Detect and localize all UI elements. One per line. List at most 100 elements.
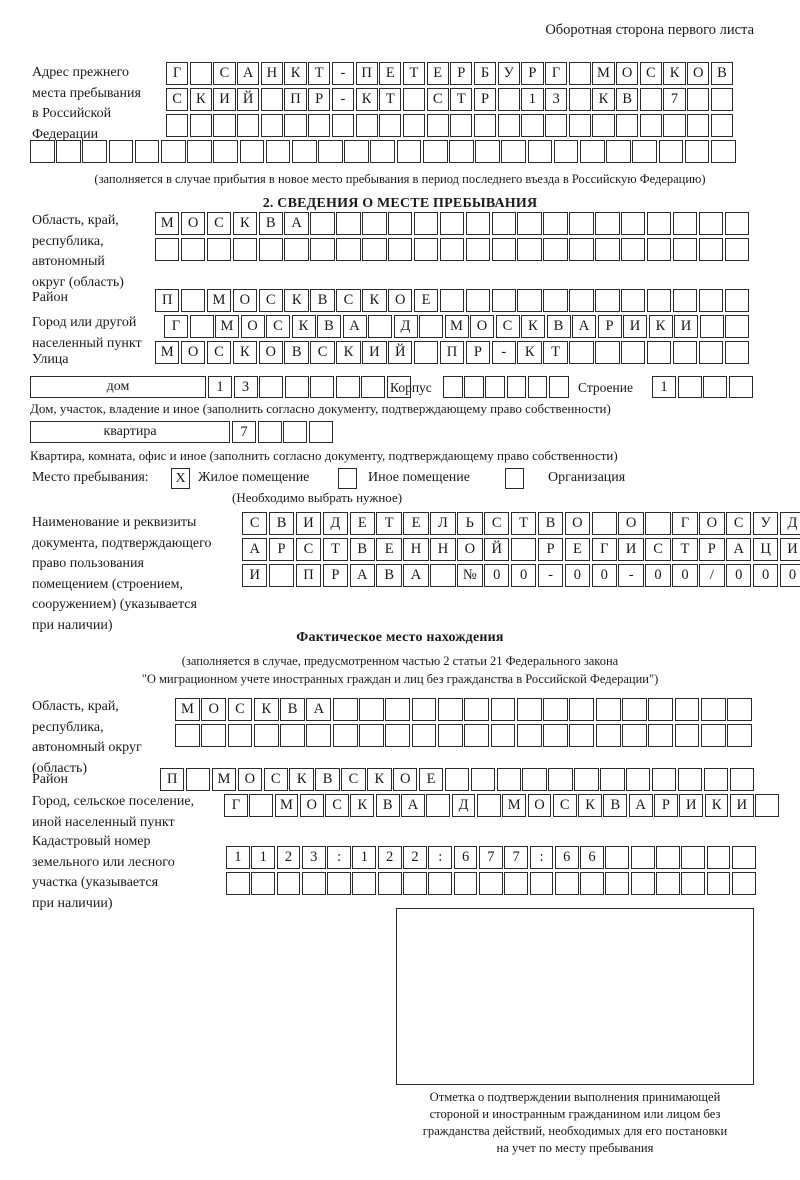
char-cell[interactable] <box>473 114 497 137</box>
char-cell[interactable] <box>335 376 360 398</box>
char-cell[interactable] <box>284 238 309 261</box>
char-cell[interactable]: : <box>327 846 351 869</box>
char-cell[interactable]: О <box>258 341 283 364</box>
char-cell[interactable] <box>687 114 710 137</box>
char-cell[interactable]: И <box>623 315 647 338</box>
char-cell[interactable]: В <box>284 341 309 364</box>
char-cell[interactable] <box>621 341 646 364</box>
char-cell[interactable] <box>672 212 698 235</box>
char-cell[interactable]: 3 <box>233 376 258 398</box>
char-cell[interactable] <box>568 62 591 85</box>
char-cell[interactable] <box>361 376 385 398</box>
char-cell[interactable]: В <box>710 62 733 85</box>
char-cell[interactable] <box>490 724 516 747</box>
char-cell[interactable]: О <box>180 212 206 235</box>
char-cell[interactable] <box>672 289 698 312</box>
char-cell[interactable] <box>419 315 443 338</box>
char-cell[interactable]: 0 <box>726 564 752 587</box>
char-cell[interactable] <box>284 114 307 137</box>
char-cell[interactable] <box>595 724 621 747</box>
char-cell[interactable]: П <box>284 88 307 111</box>
char-cell[interactable] <box>485 376 506 398</box>
char-cell[interactable] <box>166 114 189 137</box>
char-cell[interactable]: Т <box>376 512 402 535</box>
char-cell[interactable] <box>443 376 463 398</box>
char-cell[interactable] <box>362 212 387 235</box>
char-cell[interactable]: Л <box>430 512 456 535</box>
char-cell[interactable] <box>727 724 753 747</box>
char-cell[interactable] <box>569 238 594 261</box>
char-cell[interactable]: 0 <box>752 564 779 587</box>
char-cell[interactable] <box>674 724 700 747</box>
char-cell[interactable]: 0 <box>779 564 800 587</box>
char-cell[interactable]: М <box>175 698 200 721</box>
char-cell[interactable]: : <box>529 846 554 869</box>
char-cell[interactable] <box>426 114 449 137</box>
char-cell[interactable] <box>257 421 282 443</box>
char-cell[interactable] <box>684 140 710 163</box>
char-cell[interactable] <box>569 341 594 364</box>
char-cell[interactable] <box>403 872 427 895</box>
char-cell[interactable] <box>496 768 521 791</box>
char-cell[interactable] <box>706 872 731 895</box>
char-cell[interactable] <box>362 238 387 261</box>
char-cell[interactable] <box>437 698 463 721</box>
char-cell[interactable] <box>672 341 698 364</box>
char-cell[interactable]: С <box>495 315 520 338</box>
char-cell[interactable]: А <box>349 564 375 587</box>
char-cell[interactable]: Т <box>379 88 402 111</box>
char-cell[interactable]: О <box>687 62 710 85</box>
char-cell[interactable]: И <box>295 512 322 535</box>
char-cell[interactable]: Е <box>349 512 375 535</box>
char-cell[interactable] <box>699 315 724 338</box>
char-cell[interactable]: В <box>258 212 283 235</box>
char-cell[interactable] <box>622 724 647 747</box>
char-cell[interactable]: С <box>295 538 322 561</box>
char-cell[interactable] <box>134 140 160 163</box>
char-cell[interactable] <box>411 698 437 721</box>
char-cell[interactable]: П <box>295 564 322 587</box>
char-cell[interactable] <box>677 376 702 398</box>
char-cell[interactable]: О <box>527 794 552 817</box>
char-cell[interactable]: И <box>779 538 800 561</box>
char-cell[interactable]: Е <box>413 289 439 312</box>
char-cell[interactable] <box>449 140 474 163</box>
char-cell[interactable] <box>82 140 108 163</box>
char-cell[interactable] <box>108 140 134 163</box>
char-cell[interactable] <box>663 114 686 137</box>
char-cell[interactable]: Р <box>308 88 331 111</box>
char-cell[interactable]: И <box>618 538 644 561</box>
char-cell[interactable]: О <box>618 512 644 535</box>
char-cell[interactable]: Р <box>537 538 564 561</box>
char-cell[interactable] <box>308 114 331 137</box>
char-cell[interactable]: С <box>242 512 268 535</box>
char-cell[interactable]: К <box>253 698 279 721</box>
char-cell[interactable] <box>470 768 496 791</box>
char-cell[interactable] <box>490 698 516 721</box>
char-cell[interactable] <box>377 872 402 895</box>
char-cell[interactable] <box>703 376 727 398</box>
char-cell[interactable]: К <box>648 315 673 338</box>
char-cell[interactable] <box>359 698 384 721</box>
char-cell[interactable] <box>568 114 591 137</box>
char-cell[interactable]: М <box>155 341 180 364</box>
char-cell[interactable] <box>239 140 265 163</box>
stay-type-checkbox-other[interactable] <box>338 468 357 489</box>
char-cell[interactable]: В <box>537 512 564 535</box>
stroenie-row[interactable]: 1 <box>652 376 754 398</box>
char-cell[interactable]: С <box>310 341 335 364</box>
char-cell[interactable] <box>646 289 672 312</box>
char-cell[interactable] <box>579 140 605 163</box>
char-cell[interactable] <box>411 724 437 747</box>
char-cell[interactable]: М <box>502 794 527 817</box>
char-cell[interactable] <box>413 212 439 235</box>
char-cell[interactable] <box>370 140 396 163</box>
char-cell[interactable] <box>504 872 529 895</box>
char-cell[interactable] <box>724 212 749 235</box>
char-cell[interactable]: О <box>237 768 263 791</box>
char-cell[interactable]: Р <box>699 538 725 561</box>
char-cell[interactable]: 3 <box>545 88 568 111</box>
char-cell[interactable]: Т <box>402 62 426 85</box>
char-cell[interactable]: Р <box>473 88 497 111</box>
char-cell[interactable] <box>621 238 646 261</box>
